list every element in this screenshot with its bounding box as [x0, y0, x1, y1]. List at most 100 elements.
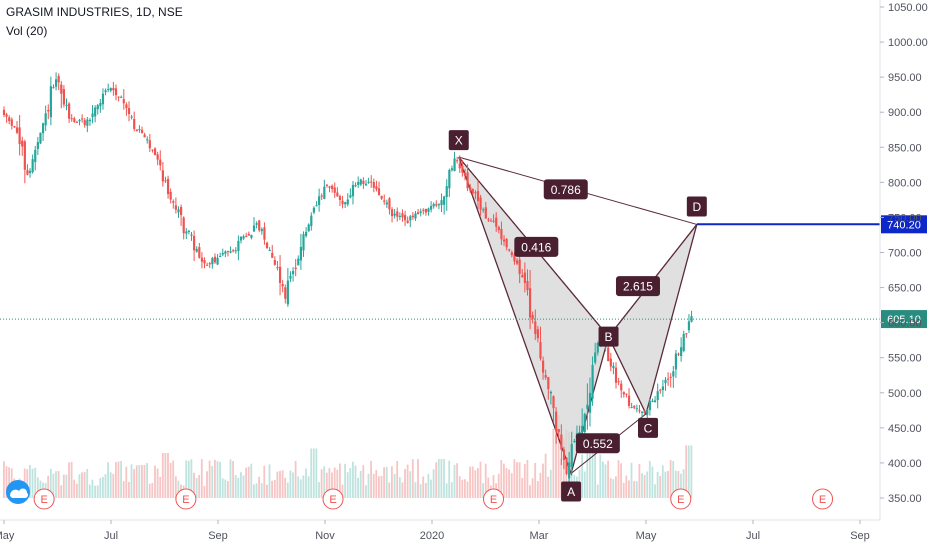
pattern-point-label-c: C: [644, 421, 653, 435]
candle-body: [211, 258, 214, 265]
volume-bar: [409, 471, 412, 498]
candle-body: [18, 127, 21, 145]
pattern-ratio-label: 0.552: [583, 437, 613, 451]
volume-bar: [529, 485, 531, 498]
candle-body: [409, 216, 412, 221]
candle-body: [685, 333, 688, 335]
candle-body: [226, 251, 230, 253]
candle-body: [528, 288, 532, 318]
candle-body: [221, 253, 224, 255]
price-axis-label: 500.00: [888, 388, 922, 400]
candle-body: [508, 249, 511, 251]
volume-bar: [560, 458, 563, 498]
candle-body: [73, 118, 76, 122]
candle-body: [536, 329, 539, 339]
candle-body: [502, 239, 506, 242]
candle-body: [390, 209, 394, 217]
volume-bar: [297, 476, 300, 498]
candle-body: [86, 119, 89, 126]
pattern-point-label-x: X: [455, 134, 463, 148]
volume-bar: [135, 465, 138, 498]
candle-body: [648, 400, 651, 411]
volume-bar: [586, 449, 589, 498]
volume-bar: [609, 478, 612, 498]
volume-bar: [47, 475, 50, 498]
candle-body: [586, 404, 589, 409]
volume-bar: [206, 471, 208, 498]
volume-bar: [29, 465, 31, 498]
volume-bar: [510, 473, 513, 498]
volume-bar: [414, 482, 417, 498]
volume-bar: [430, 479, 432, 498]
candle-body: [213, 256, 217, 263]
earnings-marker-label: E: [40, 494, 47, 506]
candle-body: [521, 275, 524, 278]
volume-bar: [378, 476, 380, 498]
volume-bar: [198, 475, 201, 498]
volume-bar: [214, 459, 216, 498]
candle-body: [667, 378, 670, 380]
last-price-tag: [881, 310, 927, 329]
target-price-tag: [881, 215, 927, 234]
candle-body: [643, 410, 646, 414]
time-axis-label: Sep: [850, 530, 870, 542]
candle-body: [164, 180, 167, 182]
candle-body: [359, 179, 362, 185]
volume-bar: [245, 467, 247, 498]
candle-body: [471, 188, 474, 194]
volume-bar: [169, 462, 172, 498]
candle-body: [411, 215, 414, 218]
volume-bar: [151, 482, 154, 498]
candle-body: [526, 281, 529, 290]
candle-body: [2, 109, 6, 115]
volume-bar: [518, 462, 521, 498]
price-axis-label: 350.00: [888, 493, 922, 505]
candle-body: [245, 235, 248, 237]
candle-body: [453, 158, 456, 171]
volume-bar: [508, 469, 510, 498]
candle-body: [463, 172, 467, 176]
volume-bar: [406, 464, 409, 498]
candle-body: [552, 396, 555, 409]
candle-body: [232, 250, 235, 252]
candle-body: [68, 103, 71, 119]
volume-bar: [354, 465, 357, 498]
candle-body: [190, 234, 193, 236]
volume-bar: [320, 469, 323, 498]
volume-bar: [526, 460, 529, 498]
volume-bar: [57, 471, 60, 498]
earnings-marker: [483, 488, 505, 510]
volume-bar: [208, 460, 211, 498]
volume-bar: [549, 469, 552, 498]
pattern-point-a: [561, 481, 582, 502]
candle-body: [99, 102, 102, 107]
candle-body: [435, 204, 438, 206]
candle-body: [143, 134, 146, 138]
volume-bar: [164, 453, 167, 498]
volume-bar: [359, 470, 362, 498]
price-axis-label: 450.00: [888, 423, 922, 435]
candle-body: [8, 117, 11, 121]
candle-body: [15, 127, 19, 133]
candle-body: [130, 116, 133, 118]
earnings-marker-label: E: [819, 494, 826, 506]
candle-body: [312, 207, 316, 213]
price-axis-label: 850.00: [888, 142, 922, 154]
volume-bar: [607, 460, 609, 498]
time-axis-label: Nov: [315, 530, 335, 542]
candle-body: [398, 215, 401, 217]
volume-bar: [177, 480, 180, 498]
candle-body: [41, 123, 45, 134]
candle-body: [612, 365, 615, 369]
volume-bar: [195, 477, 198, 498]
volume-bar: [466, 481, 469, 498]
volume-bar: [417, 459, 419, 498]
volume-bar: [450, 482, 453, 498]
volume-bar: [83, 472, 86, 498]
earnings-marker: [175, 488, 197, 510]
candle-body: [49, 86, 52, 118]
volume-bar: [130, 464, 133, 498]
volume-bar: [115, 462, 117, 498]
volume-bar: [229, 459, 232, 498]
